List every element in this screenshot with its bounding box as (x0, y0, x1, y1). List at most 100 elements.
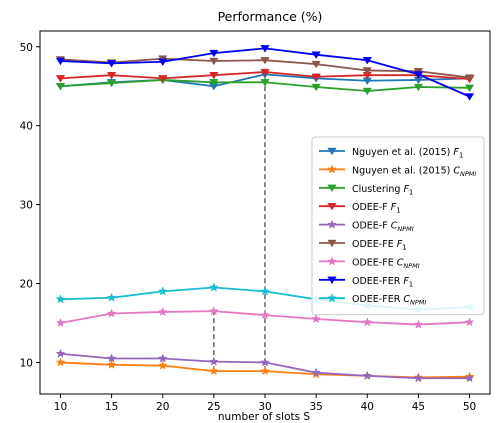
data-point (157, 360, 168, 370)
data-point (157, 306, 168, 317)
data-point (106, 60, 117, 68)
legend-marker (327, 293, 337, 303)
data-point (260, 286, 270, 296)
data-point (208, 306, 219, 316)
legend-label: Nguyen et al. (2015) F1 (352, 147, 463, 160)
data-point (311, 367, 322, 377)
data-point (311, 83, 321, 92)
data-point (55, 294, 66, 304)
data-point (55, 57, 66, 66)
legend-marker (327, 256, 337, 266)
data-point (209, 356, 219, 366)
data-point (55, 317, 66, 328)
data-point (157, 353, 168, 363)
data-point (158, 75, 168, 83)
axes: 10 15 20 25 30 35 40 45 50 10 20 30 40 50 (20, 30, 491, 413)
legend-label: Clustering F1 (352, 184, 413, 197)
data-point (106, 292, 117, 302)
data-point (106, 353, 117, 363)
data-point (464, 84, 475, 93)
legend-entry-6: ODEE-FE F1 (319, 239, 407, 252)
data-point (413, 319, 424, 329)
x-tick-label: 40 (361, 401, 374, 413)
y-tick-label: 50 (20, 42, 33, 54)
legend-label: ODEE-F CNPMI (352, 221, 414, 234)
data-point (260, 357, 270, 367)
data-point (55, 75, 66, 83)
y-tick-label: 30 (20, 200, 33, 212)
legend-entry-5: ODEE-F CNPMI (319, 219, 414, 234)
legend-entry-7: ODEE-FE CNPMI (319, 256, 420, 270)
legend-box (311, 136, 485, 316)
data-point (209, 282, 219, 292)
data-point (413, 83, 424, 92)
data-point (55, 348, 66, 358)
data-point (209, 49, 219, 58)
data-point (413, 373, 424, 383)
y-tick-label: 20 (20, 279, 33, 291)
series-8 (55, 45, 475, 101)
y-tick-label: 10 (20, 357, 33, 369)
legend-marker (327, 276, 337, 285)
data-point (209, 366, 219, 376)
legend-entry-2: Nguyen et al. (2015) CNPMI (319, 164, 476, 178)
data-point (106, 308, 117, 318)
legend-marker (327, 147, 337, 156)
legend-entry-1: Nguyen et al. (2015) F1 (319, 147, 463, 160)
legend-label: ODEE-FE CNPMI (352, 257, 420, 270)
legend-entry-9: ODEE-FER CNPMI (319, 293, 426, 307)
data-point (209, 57, 219, 66)
legend-marker (327, 219, 337, 229)
plot-area (55, 45, 475, 383)
series-5 (55, 348, 475, 383)
data-point (157, 286, 168, 296)
x-tick-label: 30 (258, 401, 271, 413)
data-point (209, 72, 219, 80)
x-tick-label: 35 (309, 401, 322, 413)
data-point (464, 74, 475, 82)
series-7 (55, 306, 475, 329)
data-point (55, 357, 66, 367)
x-tick-label: 15 (105, 401, 118, 413)
data-point (260, 79, 270, 87)
legend-marker (327, 239, 337, 248)
legend-label: ODEE-FE F1 (352, 239, 407, 252)
data-point (260, 57, 270, 65)
data-point (106, 72, 117, 80)
data-point (464, 373, 475, 383)
data-point (106, 79, 117, 88)
data-point (464, 93, 475, 101)
data-point (362, 67, 372, 75)
data-point (55, 83, 66, 91)
legend-label: ODEE-FER CNPMI (352, 294, 426, 307)
data-point (260, 45, 270, 53)
x-tick-label: 50 (463, 401, 476, 413)
data-point (362, 370, 373, 380)
chart-title: Performance (%) (218, 9, 323, 24)
legend-label: ODEE-FER F1 (352, 276, 413, 289)
legend-label: Nguyen et al. (2015) CNPMI (352, 165, 476, 178)
legend: Nguyen et al. (2015) F1 Nguyen et al. (20… (311, 136, 485, 316)
data-point (260, 309, 270, 320)
data-point (106, 359, 117, 369)
data-point (311, 313, 322, 324)
data-point (464, 317, 475, 327)
legend-marker (327, 164, 337, 174)
x-tick-label: 25 (207, 401, 220, 413)
legend-marker (327, 203, 337, 211)
legend-marker (327, 184, 337, 193)
legend-entry-8: ODEE-FER F1 (319, 276, 413, 289)
data-point (362, 317, 373, 327)
data-point (311, 60, 321, 69)
data-point (260, 68, 270, 77)
data-point (311, 73, 321, 82)
x-axis-label: number of slots S (218, 411, 311, 423)
data-point (311, 51, 321, 59)
data-point (158, 58, 168, 67)
legend-entry-4: ODEE-F F1 (319, 202, 401, 215)
data-point (260, 366, 270, 376)
x-tick-label: 10 (54, 401, 67, 413)
data-point (413, 71, 424, 79)
legend-entry-3: Clustering F1 (319, 184, 413, 197)
